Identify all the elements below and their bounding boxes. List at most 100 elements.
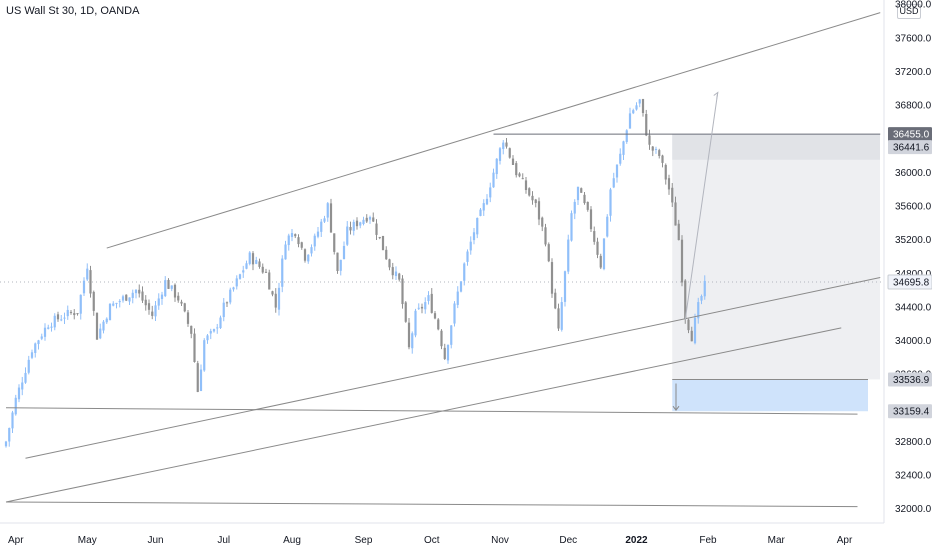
candle-body [255, 260, 258, 264]
x-tick-label: Sep [355, 535, 373, 546]
candle-body [258, 261, 261, 267]
candle-body [271, 291, 274, 295]
y-tick-label: 37200.0 [895, 67, 932, 78]
x-tick-label: Dec [559, 535, 577, 546]
candle-body [680, 239, 684, 283]
candle-body [450, 325, 453, 345]
candle-body [518, 173, 521, 177]
candle-body [531, 195, 534, 201]
candle-body [472, 232, 476, 241]
candle-body [47, 327, 50, 329]
candle-body [632, 110, 635, 114]
y-tick-label: 34000.0 [895, 336, 932, 347]
candle-body [66, 309, 69, 317]
candle-body [368, 217, 372, 220]
currency-badge[interactable]: USD [897, 4, 921, 19]
candle-body [645, 113, 648, 136]
y-tick-label: 36000.0 [895, 168, 932, 179]
candle-body [485, 198, 489, 205]
drawings-layer [5, 12, 881, 508]
candle-body [589, 209, 593, 230]
candle-body [167, 279, 170, 289]
price-tag-label: 36441.6 [893, 143, 930, 154]
candle-body [466, 251, 469, 262]
candle-body [339, 259, 342, 271]
candle-body [73, 313, 76, 316]
candle-body [385, 249, 388, 260]
y-tick-label: 32800.0 [895, 437, 932, 448]
price-tag [888, 127, 932, 142]
candle-body [407, 322, 411, 348]
candle-body [394, 271, 398, 277]
candle-body [667, 178, 671, 190]
candle-body [11, 412, 14, 429]
price-tag [888, 372, 932, 387]
candle-body [677, 223, 680, 241]
candle-body [177, 295, 180, 301]
candle-body [557, 308, 560, 329]
rising-support-line [5, 327, 842, 503]
candle-body [333, 233, 336, 252]
candle-body [479, 209, 482, 216]
candle-body [170, 285, 173, 289]
candle-body [563, 271, 567, 302]
candle-body [687, 319, 690, 331]
price-tag [887, 274, 932, 290]
candle-body [245, 263, 248, 269]
candle-body [424, 302, 427, 310]
candle-body [658, 150, 661, 156]
candle-body [541, 217, 544, 227]
x-tick-label: May [78, 535, 97, 546]
candle-body [391, 267, 394, 276]
candle-body [482, 203, 485, 211]
candle-body [56, 314, 60, 320]
candle-body [703, 280, 706, 297]
candle-body [505, 142, 508, 147]
candle-body [320, 221, 323, 232]
candle-body [463, 263, 466, 281]
candle-body [222, 302, 225, 318]
candle-body [404, 302, 407, 322]
candle-body [690, 330, 693, 342]
candle-body [206, 335, 209, 341]
y-tick-label: 32400.0 [895, 471, 932, 482]
candle-body [628, 113, 632, 129]
candle-body [14, 397, 17, 415]
y-tick-label: 38000.0 [895, 0, 932, 11]
candle-body [654, 148, 658, 150]
candle-body [53, 315, 56, 328]
channel-upper-line [106, 12, 881, 249]
candle-body [134, 289, 138, 294]
candle-body [79, 294, 82, 314]
projection-path [684, 92, 719, 320]
candle-body [401, 278, 404, 305]
candle-body [209, 331, 212, 334]
candle-body [638, 99, 641, 104]
candle-body [151, 311, 154, 316]
candle-body [414, 310, 417, 336]
candle-body [216, 327, 219, 329]
price-tag [888, 140, 932, 155]
candle-body [580, 188, 583, 193]
y-tick-label: 37600.0 [895, 33, 932, 44]
candle-body [515, 163, 518, 176]
candle-body [310, 247, 313, 254]
candle-body [30, 352, 34, 358]
candle-body [641, 99, 645, 113]
candle-body [593, 231, 596, 242]
price-tag [888, 404, 932, 419]
candle-body [290, 233, 294, 238]
candle-body [89, 270, 92, 294]
candle-body [446, 344, 450, 361]
candle-body [453, 303, 456, 324]
candle-body [606, 216, 609, 237]
x-tick-label: Feb [699, 535, 717, 546]
projection-arrow-up [713, 91, 719, 99]
candle-body [456, 291, 459, 305]
candle-body [316, 231, 320, 237]
candle-body [284, 244, 287, 260]
candle-body [352, 221, 355, 231]
candle-body [102, 321, 105, 331]
